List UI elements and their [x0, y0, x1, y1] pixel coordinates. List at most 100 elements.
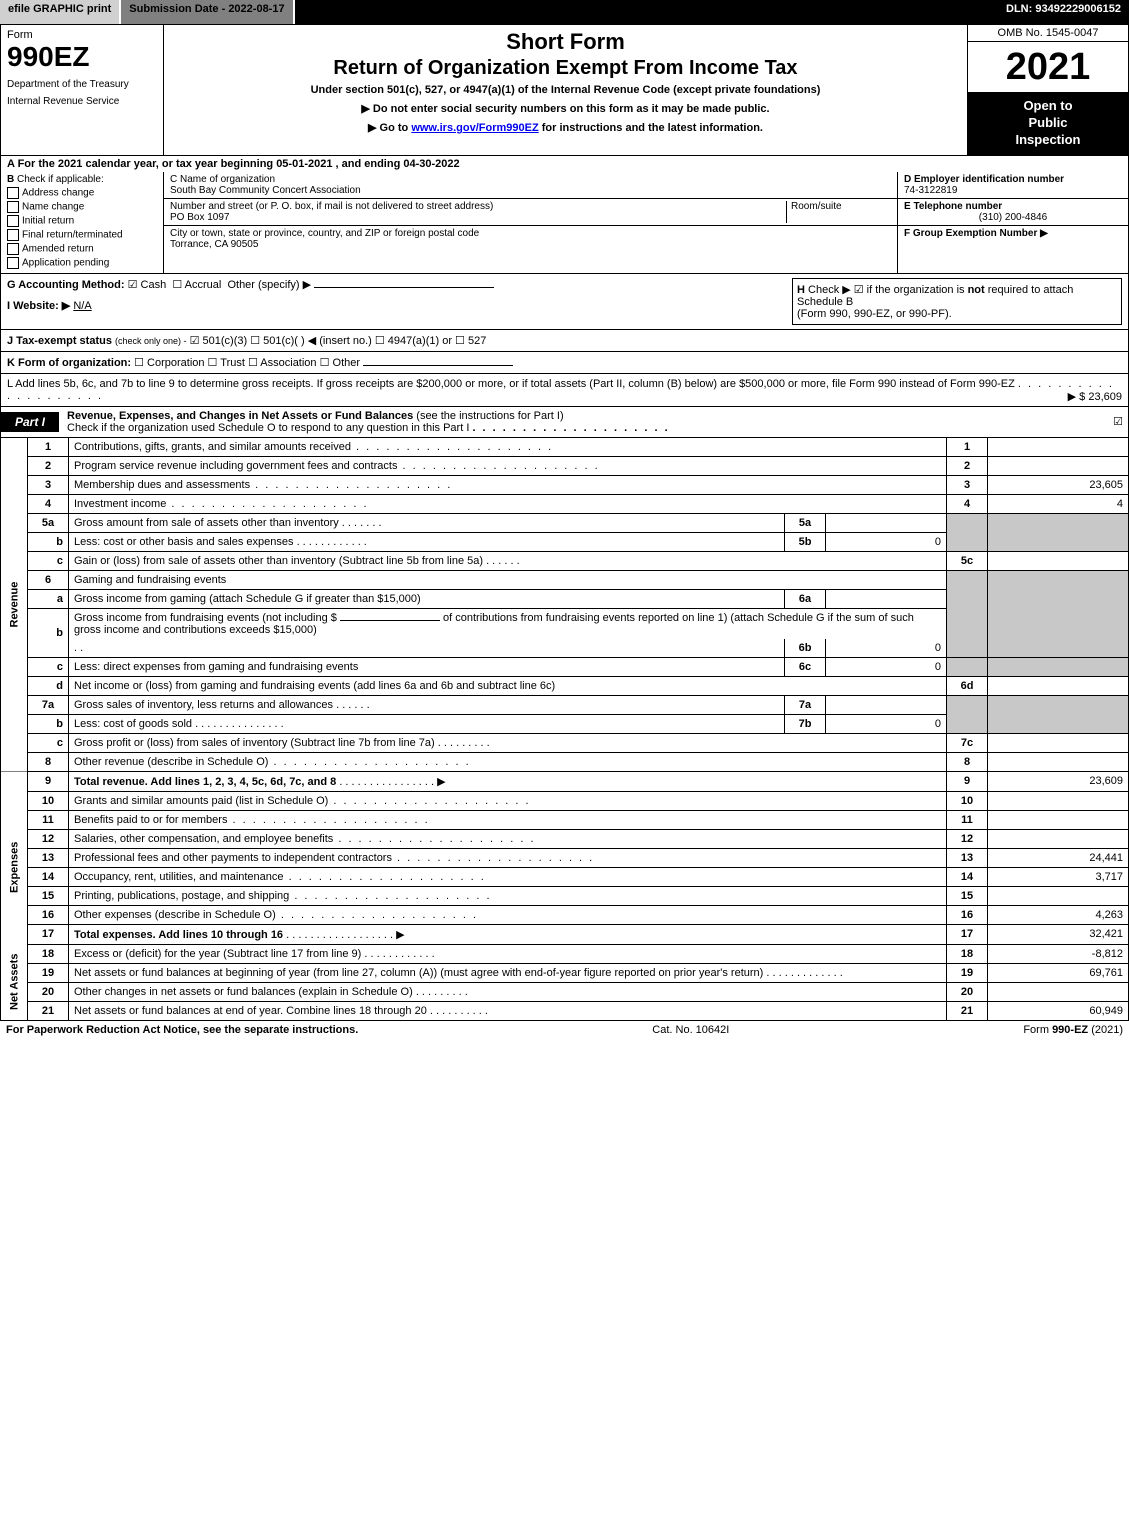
j-opts[interactable]: ☑ 501(c)(3) ☐ 501(c)( ) ◀ (insert no.) ☐… — [190, 335, 487, 347]
l15-num: 15 — [28, 886, 69, 905]
l9-col: 9 — [947, 771, 988, 791]
l16-num: 16 — [28, 905, 69, 924]
l3-desc: Membership dues and assessments — [74, 479, 250, 491]
part1-check-text: Check if the organization used Schedule … — [67, 422, 469, 434]
l5b-ival: 0 — [826, 532, 947, 551]
l10-desc: Grants and similar amounts paid (list in… — [74, 795, 328, 807]
part1-hint: (see the instructions for Part I) — [416, 410, 563, 422]
l6d-desc: Net income or (loss) from gaming and fun… — [69, 676, 947, 695]
l8-val — [988, 752, 1129, 771]
grey-cell — [988, 513, 1129, 551]
netassets-side-label: Net Assets — [1, 944, 28, 1020]
irs-link[interactable]: www.irs.gov/Form990EZ — [411, 122, 538, 134]
dots-icon — [250, 479, 452, 491]
tel-value: (310) 200-4846 — [904, 212, 1122, 223]
grey-cell — [947, 657, 988, 676]
row-j: J Tax-exempt status (check only one) - ☑… — [0, 330, 1129, 352]
j-hint: (check only one) - — [115, 336, 187, 346]
lines-table: Revenue 1 Contributions, gifts, grants, … — [0, 438, 1129, 1021]
dept-irs: Internal Revenue Service — [7, 96, 157, 107]
l7a-ival — [826, 695, 947, 714]
goto-post: for instructions and the latest informat… — [539, 122, 763, 134]
l12-num: 12 — [28, 829, 69, 848]
org-name: South Bay Community Concert Association — [170, 185, 891, 196]
row-l: L Add lines 5b, 6c, and 7b to line 9 to … — [0, 374, 1129, 407]
l17-num: 17 — [28, 924, 69, 944]
check-address-change[interactable] — [7, 187, 19, 199]
short-form-title: Short Form — [172, 29, 959, 55]
h-not: not — [968, 284, 985, 296]
l6d-num: d — [28, 676, 69, 695]
l6b-num: b — [28, 608, 69, 657]
l-value: ▶ $ 23,609 — [1068, 390, 1122, 403]
l6-num: 6 — [28, 570, 69, 589]
tax-year: 2021 — [968, 42, 1128, 92]
l6b-blank[interactable] — [340, 620, 440, 621]
l20-desc: Other changes in net assets or fund bala… — [74, 986, 413, 998]
l17-desc: Total expenses. Add lines 10 through 16 — [74, 929, 283, 941]
check-pending[interactable] — [7, 257, 19, 269]
l6c-icol: 6c — [785, 657, 826, 676]
l6c-desc: Less: direct expenses from gaming and fu… — [69, 657, 785, 676]
col-b: B Check if applicable: Address change Na… — [1, 172, 164, 273]
grey-cell — [947, 570, 988, 657]
g-other-input[interactable] — [314, 287, 494, 288]
row-k: K Form of organization: ☐ Corporation ☐ … — [0, 352, 1129, 374]
header-left: Form 990EZ Department of the Treasury In… — [1, 25, 164, 155]
footer-left: For Paperwork Reduction Act Notice, see … — [6, 1024, 358, 1036]
open-line1: Open to — [972, 98, 1124, 115]
l1-desc: Contributions, gifts, grants, and simila… — [74, 441, 351, 453]
k-opts[interactable]: ☐ Corporation ☐ Trust ☐ Association ☐ Ot… — [134, 357, 360, 369]
l13-num: 13 — [28, 848, 69, 867]
l7c-desc: Gross profit or (loss) from sales of inv… — [74, 737, 435, 749]
form-word: Form — [7, 29, 157, 41]
l5b-icol: 5b — [785, 532, 826, 551]
group-exemption-label: F Group Exemption Number ▶ — [904, 228, 1048, 239]
dln-label: DLN: 93492229006152 — [998, 0, 1129, 24]
l6a-num: a — [28, 589, 69, 608]
l10-num: 10 — [28, 791, 69, 810]
check-amended[interactable] — [7, 243, 19, 255]
dots-icon — [227, 814, 429, 826]
room-suite-label: Room/suite — [786, 201, 891, 223]
l6b-ival: 0 — [826, 639, 947, 658]
l13-desc: Professional fees and other payments to … — [74, 852, 392, 864]
l11-val — [988, 810, 1129, 829]
l4-num: 4 — [28, 494, 69, 513]
header-right: OMB No. 1545-0047 2021 Open to Public In… — [968, 25, 1128, 155]
l2-desc: Program service revenue including govern… — [74, 460, 397, 472]
grey-cell — [947, 695, 988, 733]
l15-val — [988, 886, 1129, 905]
check-name-change[interactable] — [7, 201, 19, 213]
l21-col: 21 — [947, 1001, 988, 1020]
l16-desc: Other expenses (describe in Schedule O) — [74, 909, 276, 921]
k-other-input[interactable] — [363, 365, 513, 366]
g-accrual[interactable]: Accrual — [172, 279, 221, 291]
open-line3: Inspection — [972, 132, 1124, 149]
l14-num: 14 — [28, 867, 69, 886]
footer-mid: Cat. No. 10642I — [652, 1024, 729, 1036]
g-cash[interactable]: Cash — [128, 279, 167, 291]
l9-num: 9 — [28, 771, 69, 791]
subtitle: Under section 501(c), 527, or 4947(a)(1)… — [172, 84, 959, 96]
dots-icon — [328, 795, 530, 807]
b-check-if: Check if applicable: — [17, 174, 104, 185]
efile-label[interactable]: efile GRAPHIC print — [0, 0, 121, 24]
opt-final: Final return/terminated — [22, 229, 123, 240]
revenue-side-label: Revenue — [1, 438, 28, 772]
grey-cell — [988, 570, 1129, 657]
l6-desc: Gaming and fundraising events — [69, 570, 947, 589]
opt-pending: Application pending — [22, 257, 109, 268]
l18-col: 18 — [947, 944, 988, 963]
check-initial-return[interactable] — [7, 215, 19, 227]
l7a-num: 7a — [28, 695, 69, 714]
part1-checkbox[interactable]: ☑ — [1108, 415, 1128, 428]
check-final-return[interactable] — [7, 229, 19, 241]
omb-number: OMB No. 1545-0047 — [968, 25, 1128, 42]
l7a-desc: Gross sales of inventory, less returns a… — [74, 699, 333, 711]
l21-desc: Net assets or fund balances at end of ye… — [74, 1005, 427, 1017]
h-text1: Check ▶ ☑ if the organization is — [808, 284, 968, 296]
h-text3: (Form 990, 990-EZ, or 990-PF). — [797, 308, 952, 320]
l7b-ival: 0 — [826, 714, 947, 733]
opt-amended: Amended return — [22, 243, 94, 254]
